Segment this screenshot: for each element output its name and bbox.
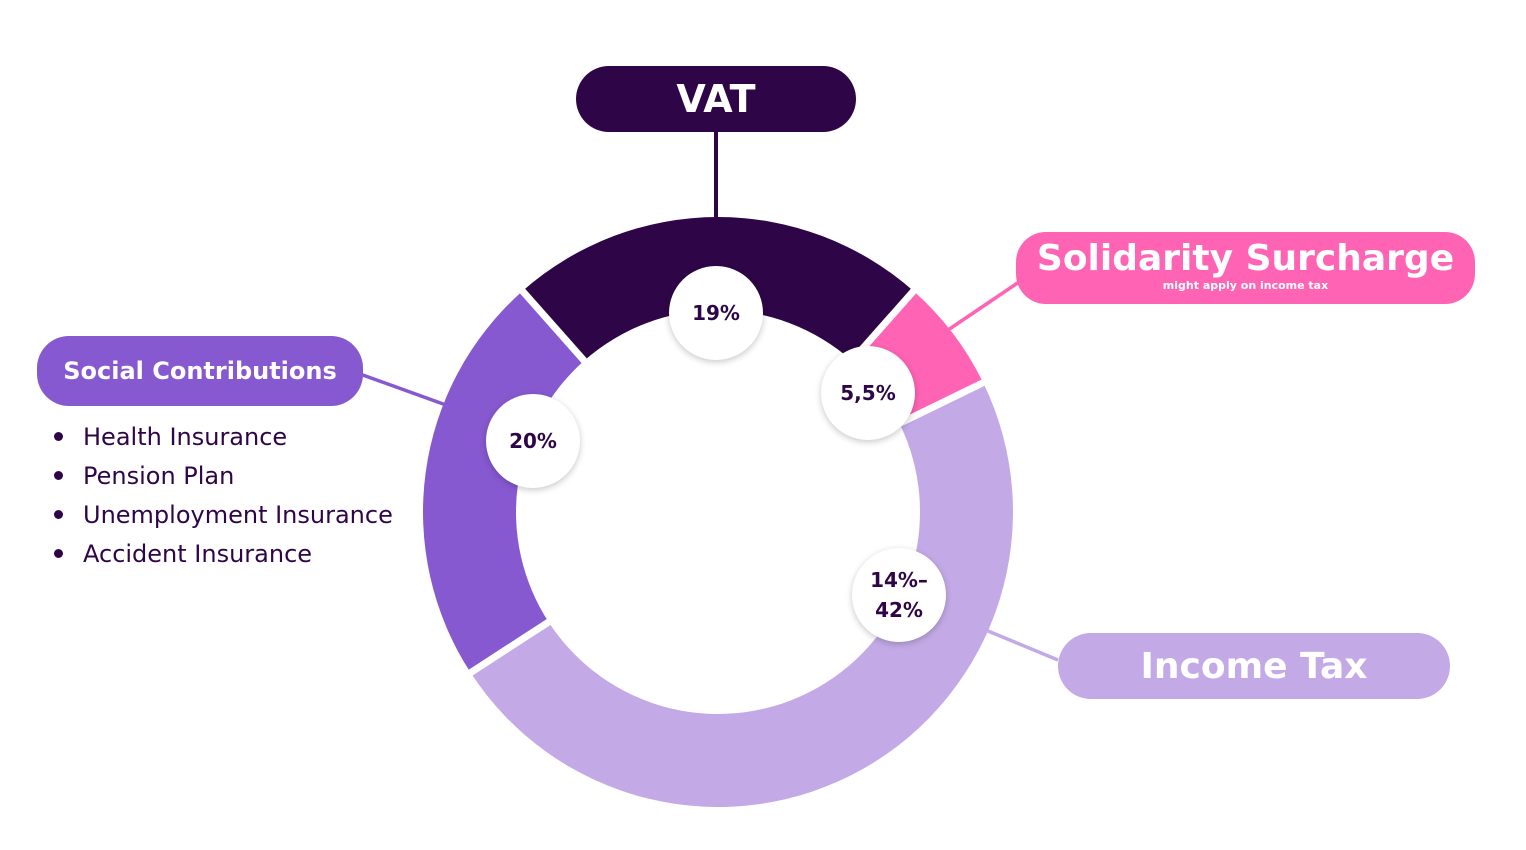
bullet-icon [54,432,63,441]
income-connector [987,629,1059,662]
social-connector [359,372,447,407]
social-contributions-segment [423,291,585,673]
solidarity-surcharge-title: Solidarity Surcharge [1036,237,1455,279]
list-item: Unemployment Insurance [50,495,393,534]
income-rate-value-line1: 14%– [870,568,928,592]
list-item-label: Unemployment Insurance [83,500,393,529]
segment-gap-3 [466,617,554,678]
solidarity-rate-badge: 5,5% [821,346,915,440]
income-rate-badge: 14%– 42% [852,548,946,642]
list-item: Pension Plan [50,456,393,495]
income-tax-title: Income Tax [1140,645,1368,687]
vat-rate-badge: 19% [669,266,763,360]
solidarity-rate-value: 5,5% [840,381,896,405]
list-item: Accident Insurance [50,534,393,573]
bullet-icon [54,549,63,558]
vat-rate-value: 19% [692,301,740,325]
solidarity-connector [947,278,1023,332]
bullet-icon [54,510,63,519]
segment-gap-2 [895,378,988,428]
income-rate-value-line2: 42% [875,598,923,622]
social-rate-value: 20% [509,429,557,453]
solidarity-surcharge-note: might apply on income tax [1162,278,1329,292]
list-item-label: Accident Insurance [83,539,313,568]
income-tax-segment [470,382,1013,807]
list-item-label: Pension Plan [83,461,235,490]
segment-gap-0 [517,286,589,366]
list-item: Health Insurance [50,417,393,456]
social-contributions-list: Health Insurance Pension Plan Unemployme… [50,417,393,573]
vat-title: VAT [676,77,756,121]
social-contributions-title: Social Contributions [63,357,337,385]
social-contributions-label: Social Contributions [37,336,363,406]
solidarity-surcharge-label: Solidarity Surcharge might apply on inco… [1016,232,1475,304]
income-rate-value: 14%– 42% [870,565,928,625]
income-tax-label: Income Tax [1058,633,1450,699]
vat-label: VAT [576,66,856,132]
list-item-label: Health Insurance [83,422,288,451]
bullet-icon [54,471,63,480]
social-rate-badge: 20% [486,394,580,488]
